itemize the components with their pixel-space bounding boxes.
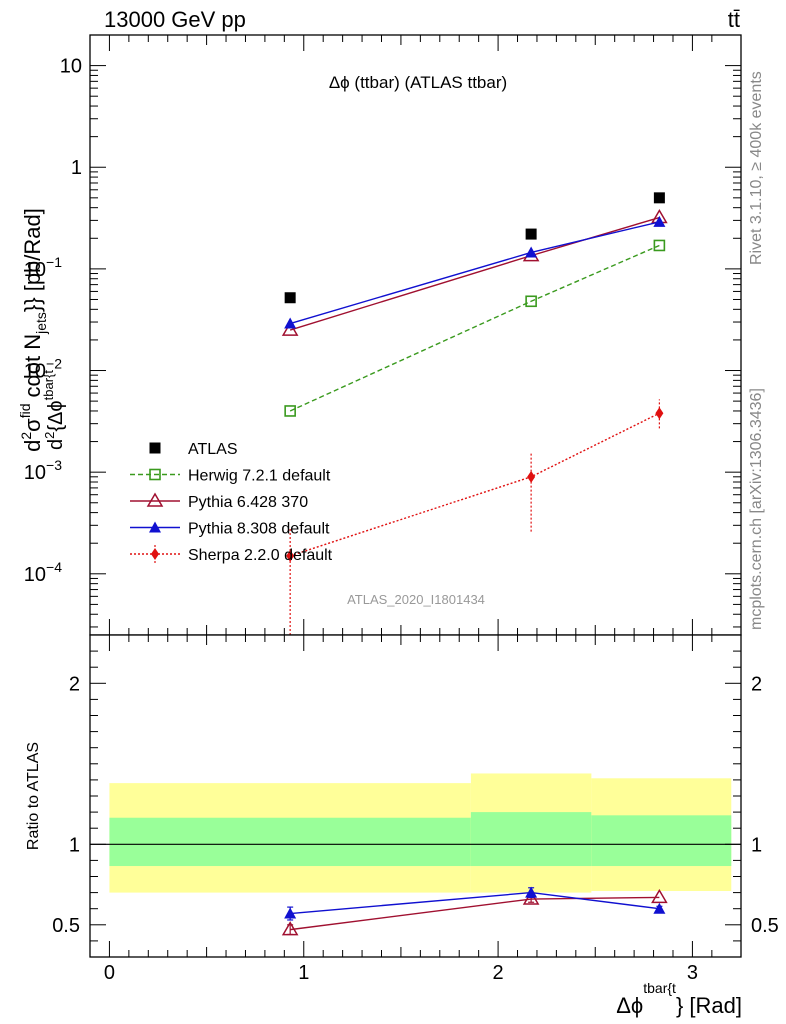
- legend-entry: Pythia 6.428 370: [130, 492, 308, 511]
- data-point: [525, 246, 538, 258]
- ratio-panel: 0.5 0.5 1 1 2 2 0 1 2 3: [52, 634, 779, 984]
- ratio-y-tick-label: 2: [69, 673, 80, 695]
- series-herwig-7-2-1-default: [284, 239, 666, 417]
- data-point: [655, 407, 664, 420]
- x-tick-label: 1: [298, 962, 309, 984]
- series-atlas: [284, 192, 665, 304]
- data-point: [525, 295, 537, 308]
- data-point: [281, 321, 299, 336]
- y-tick-label: 10−3: [24, 457, 62, 484]
- svg-text:d2σfidcdot Njets}} [pb/Rad]: d2σfidcdot Njets}} [pb/Rad]: [17, 208, 49, 452]
- band-inner: [470, 812, 592, 867]
- header-left: 13000 GeV pp: [104, 7, 246, 32]
- data-point: [284, 317, 297, 329]
- tick-base: 10: [24, 462, 46, 484]
- y-tick-label: 10−2: [24, 356, 62, 383]
- band-inner: [109, 817, 471, 867]
- x-tick-label: 0: [104, 962, 115, 984]
- y-tick-label: 10−4: [24, 559, 62, 586]
- main-ylabel: d2σfidcdot Njets}} [pb/Rad] d2{Δϕtbar{t: [17, 208, 67, 452]
- tick-exp: −2: [46, 356, 62, 372]
- series-sherpa-2-2-0-default: [286, 399, 664, 635]
- legend-label: Pythia 8.308 default: [188, 521, 330, 538]
- legend-marker: [146, 492, 164, 507]
- ratio-point: [525, 886, 538, 898]
- tick-base: 10: [24, 361, 46, 383]
- legend-label: ATLAS: [188, 441, 238, 458]
- rivet-label: Rivet 3.1.10, ≥ 400k events: [748, 71, 765, 265]
- data-point: [284, 292, 296, 304]
- band-inner: [591, 815, 732, 867]
- ratio-point: [522, 890, 540, 905]
- analysis-label: ATLAS_2020_I1801434: [347, 592, 485, 607]
- main-series-layer: [281, 192, 668, 635]
- xlabel: Δϕtbar{t} [Rad]: [616, 980, 742, 1018]
- legend-marker: [149, 442, 161, 454]
- header-right: tt̄: [728, 7, 740, 32]
- ratio-point: [284, 907, 297, 919]
- tick-base: 10: [24, 259, 46, 281]
- main-title: Δϕ (ttbar) (ATLAS ttbar): [329, 73, 507, 92]
- ratio-ylabel: Ratio to ATLAS: [25, 742, 42, 850]
- ratio-point: [281, 921, 299, 936]
- x-tick-label: 3: [687, 962, 698, 984]
- main-plot-bg: [90, 35, 741, 635]
- legend-entry: Sherpa 2.2.0 default: [130, 545, 333, 564]
- ratio-y-tick-label: 0.5: [52, 915, 80, 937]
- legend-marker: [151, 548, 159, 560]
- data-point: [527, 470, 536, 483]
- tick-exp: −4: [46, 559, 62, 575]
- tick-exp: −3: [46, 457, 62, 473]
- data-point: [525, 228, 537, 240]
- data-point: [284, 405, 296, 417]
- x-tick-label: 2: [493, 962, 504, 984]
- main-plot-area: [90, 35, 741, 635]
- series-line: [289, 244, 660, 412]
- ratio-series-layer: [281, 886, 668, 936]
- legend: ATLAS Herwig 7.2.1 default Pythia 6.428 37…: [130, 441, 333, 564]
- ratio-point: [651, 888, 668, 904]
- legend-label: Pythia 6.428 370: [188, 494, 308, 511]
- mcplots-label: mcplots.cern.ch [arXiv:1306.3436]: [748, 388, 765, 630]
- data-point: [653, 215, 666, 227]
- data-point: [653, 239, 666, 252]
- data-point: [653, 192, 665, 204]
- ratio-axes: 0.5 0.5 1 1 2 2 0 1 2 3: [52, 634, 779, 984]
- ylabel-d-num: d: [20, 440, 45, 452]
- legend-marker: [149, 468, 161, 481]
- svg-text:d2{Δϕtbar{t: d2{Δϕtbar{t: [41, 370, 67, 450]
- tick-base: 10: [24, 564, 46, 586]
- ratio-y-tick-label-right: 1: [751, 834, 762, 856]
- ratio-y-tick-label: 1: [69, 834, 80, 856]
- ratio-point: [653, 902, 666, 914]
- legend-label: Sherpa 2.2.0 default: [188, 547, 333, 564]
- y-tick-label: 10: [60, 56, 82, 78]
- y-tick-label: 10−1: [24, 254, 62, 281]
- ratio-y-tick-label-right: 2: [751, 673, 762, 695]
- series-pythia-8-308-default: [284, 215, 666, 329]
- legend-entry: Herwig 7.2.1 default: [130, 468, 331, 485]
- legend-marker: [149, 521, 161, 533]
- tick-exp: −1: [46, 254, 62, 270]
- legend-label: Herwig 7.2.1 default: [188, 468, 331, 485]
- legend-entry: Pythia 8.308 default: [130, 521, 330, 538]
- legend-entry: ATLAS: [149, 441, 238, 458]
- ratio-uncertainty-bands: [90, 635, 741, 957]
- y-tick-label: 1: [71, 157, 82, 179]
- data-point: [286, 549, 295, 562]
- ratio-series-pythia-8-308-default: [284, 886, 666, 921]
- ratio-y-tick-label-right: 0.5: [751, 915, 779, 937]
